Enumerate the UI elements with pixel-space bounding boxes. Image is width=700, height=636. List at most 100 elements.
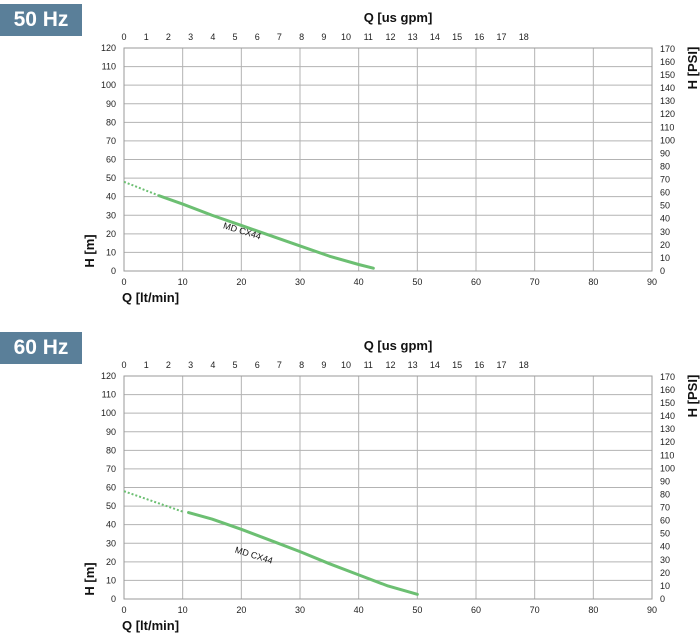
- y-right-tick-label: 120: [660, 109, 675, 119]
- x-top-tick-label: 1: [144, 360, 149, 370]
- x-top-tick-label: 12: [385, 360, 395, 370]
- y-right-tick-label: 20: [660, 240, 670, 250]
- x-bottom-tick-label: 90: [647, 277, 657, 287]
- x-bottom-tick-label: 80: [588, 605, 598, 615]
- x-top-tick-label: 13: [408, 32, 418, 42]
- x-top-tick-label: 18: [519, 360, 529, 370]
- pump-curve-chart-60hz: 0 10 20 30 40 50 60 70 80 90010203040506070809010…: [82, 338, 700, 633]
- y-right-tick-label: 70: [660, 175, 670, 185]
- y-left-tick-label: 50: [106, 173, 116, 183]
- x-top-tick-label: 13: [408, 360, 418, 370]
- x-bottom-tick-label: 20: [236, 605, 246, 615]
- y-right-axis-title: H [PSI]: [685, 47, 700, 90]
- x-top-tick-label: 4: [210, 32, 215, 42]
- pump-curve-line: [157, 194, 375, 270]
- x-top-tick-label: 6: [255, 360, 260, 370]
- y-left-tick-label: 30: [106, 538, 116, 548]
- x-top-tick-label: 9: [321, 32, 326, 42]
- x-bottom-tick-label: 30: [295, 605, 305, 615]
- x-bottom-tick-label: 50: [412, 277, 422, 287]
- x-top-tick-label: 17: [496, 32, 506, 42]
- y-left-tick-label: 20: [106, 229, 116, 239]
- x-top-tick-label: 15: [452, 360, 462, 370]
- x-top-tick-label: 7: [277, 360, 282, 370]
- pump-curve-line: [187, 511, 419, 596]
- y-left-axis-title: H [m]: [82, 562, 97, 595]
- y-left-tick-label: 50: [106, 501, 116, 511]
- y-right-tick-label: 80: [660, 161, 670, 171]
- x-top-tick-label: 2: [166, 32, 171, 42]
- y-right-tick-label: 170: [660, 372, 675, 382]
- y-right-tick-label: 60: [660, 516, 670, 526]
- y-right-tick-label: 70: [660, 503, 670, 513]
- x-bottom-tick-label: 40: [354, 277, 364, 287]
- x-top-tick-label: 14: [430, 32, 440, 42]
- y-right-tick-label: 150: [660, 70, 675, 80]
- y-left-tick-label: 70: [106, 136, 116, 146]
- y-right-tick-label: 50: [660, 529, 670, 539]
- y-right-tick-label: 10: [660, 581, 670, 591]
- y-left-tick-label: 0: [111, 266, 116, 276]
- x-top-axis-title: Q [us gpm]: [364, 10, 433, 25]
- y-right-tick-label: 110: [660, 450, 674, 460]
- y-right-tick-label: 0: [660, 266, 665, 276]
- x-bottom-tick-label: 70: [530, 605, 540, 615]
- y-right-tick-label: 40: [660, 542, 670, 552]
- x-top-tick-label: 2: [166, 360, 171, 370]
- x-top-tick-label: 0: [121, 32, 126, 42]
- y-left-tick-label: 0: [111, 594, 116, 604]
- y-right-tick-label: 100: [660, 135, 675, 145]
- y-right-tick-label: 130: [660, 424, 675, 434]
- y-left-tick-label: 40: [106, 192, 116, 202]
- x-top-tick-label: 7: [277, 32, 282, 42]
- x-top-tick-label: 10: [341, 360, 351, 370]
- x-bottom-tick-label: 90: [647, 605, 657, 615]
- y-right-tick-label: 50: [660, 201, 670, 211]
- y-right-tick-label: 90: [660, 476, 670, 486]
- x-top-axis-title: Q [us gpm]: [364, 338, 433, 353]
- y-right-tick-label: 10: [660, 253, 670, 263]
- y-right-tick-label: 80: [660, 489, 670, 499]
- x-bottom-tick-label: 60: [471, 277, 481, 287]
- y-left-tick-label: 10: [106, 247, 116, 257]
- x-top-tick-label: 10: [341, 32, 351, 42]
- x-top-tick-label: 4: [210, 360, 215, 370]
- plot-frame: [123, 47, 653, 272]
- y-left-tick-label: 70: [106, 464, 116, 474]
- y-left-tick-label: 20: [106, 557, 116, 567]
- x-top-tick-label: 8: [299, 32, 304, 42]
- curve-name-label: MD CX44: [234, 545, 274, 566]
- x-top-tick-label: 9: [321, 360, 326, 370]
- x-top-tick-label: 3: [188, 360, 193, 370]
- y-left-tick-label: 40: [106, 520, 116, 530]
- y-right-tick-label: 0: [660, 594, 665, 604]
- y-right-tick-label: 130: [660, 96, 675, 106]
- y-right-tick-label: 150: [660, 398, 675, 408]
- x-bottom-tick-label: 70: [530, 277, 540, 287]
- x-bottom-axis-title: Q [lt/min]: [122, 290, 179, 305]
- x-top-tick-label: 3: [188, 32, 193, 42]
- x-bottom-tick-label: 50: [412, 605, 422, 615]
- x-top-tick-label: 8: [299, 360, 304, 370]
- y-right-tick-label: 60: [660, 188, 670, 198]
- curve-name-label: MD CX44: [222, 220, 262, 241]
- x-top-tick-label: 15: [452, 32, 462, 42]
- y-right-tick-label: 120: [660, 437, 675, 447]
- x-bottom-tick-label: 10: [178, 277, 188, 287]
- frequency-badge-60hz: 60 Hz: [0, 332, 82, 364]
- y-right-tick-label: 140: [660, 83, 675, 93]
- x-bottom-tick-label: 0: [121, 605, 126, 615]
- y-left-tick-label: 60: [106, 483, 116, 493]
- y-left-tick-label: 90: [106, 99, 116, 109]
- x-top-tick-label: 14: [430, 360, 440, 370]
- y-right-tick-label: 100: [660, 463, 675, 473]
- y-left-tick-label: 110: [102, 390, 116, 400]
- x-top-tick-label: 6: [255, 32, 260, 42]
- y-left-tick-label: 110: [102, 62, 116, 72]
- curve-extrapolated-segment: [123, 490, 183, 513]
- x-top-tick-label: 18: [519, 32, 529, 42]
- x-top-tick-label: 11: [364, 32, 373, 42]
- x-top-tick-label: 5: [233, 360, 238, 370]
- y-right-tick-label: 110: [660, 122, 674, 132]
- y-left-tick-label: 100: [101, 408, 116, 418]
